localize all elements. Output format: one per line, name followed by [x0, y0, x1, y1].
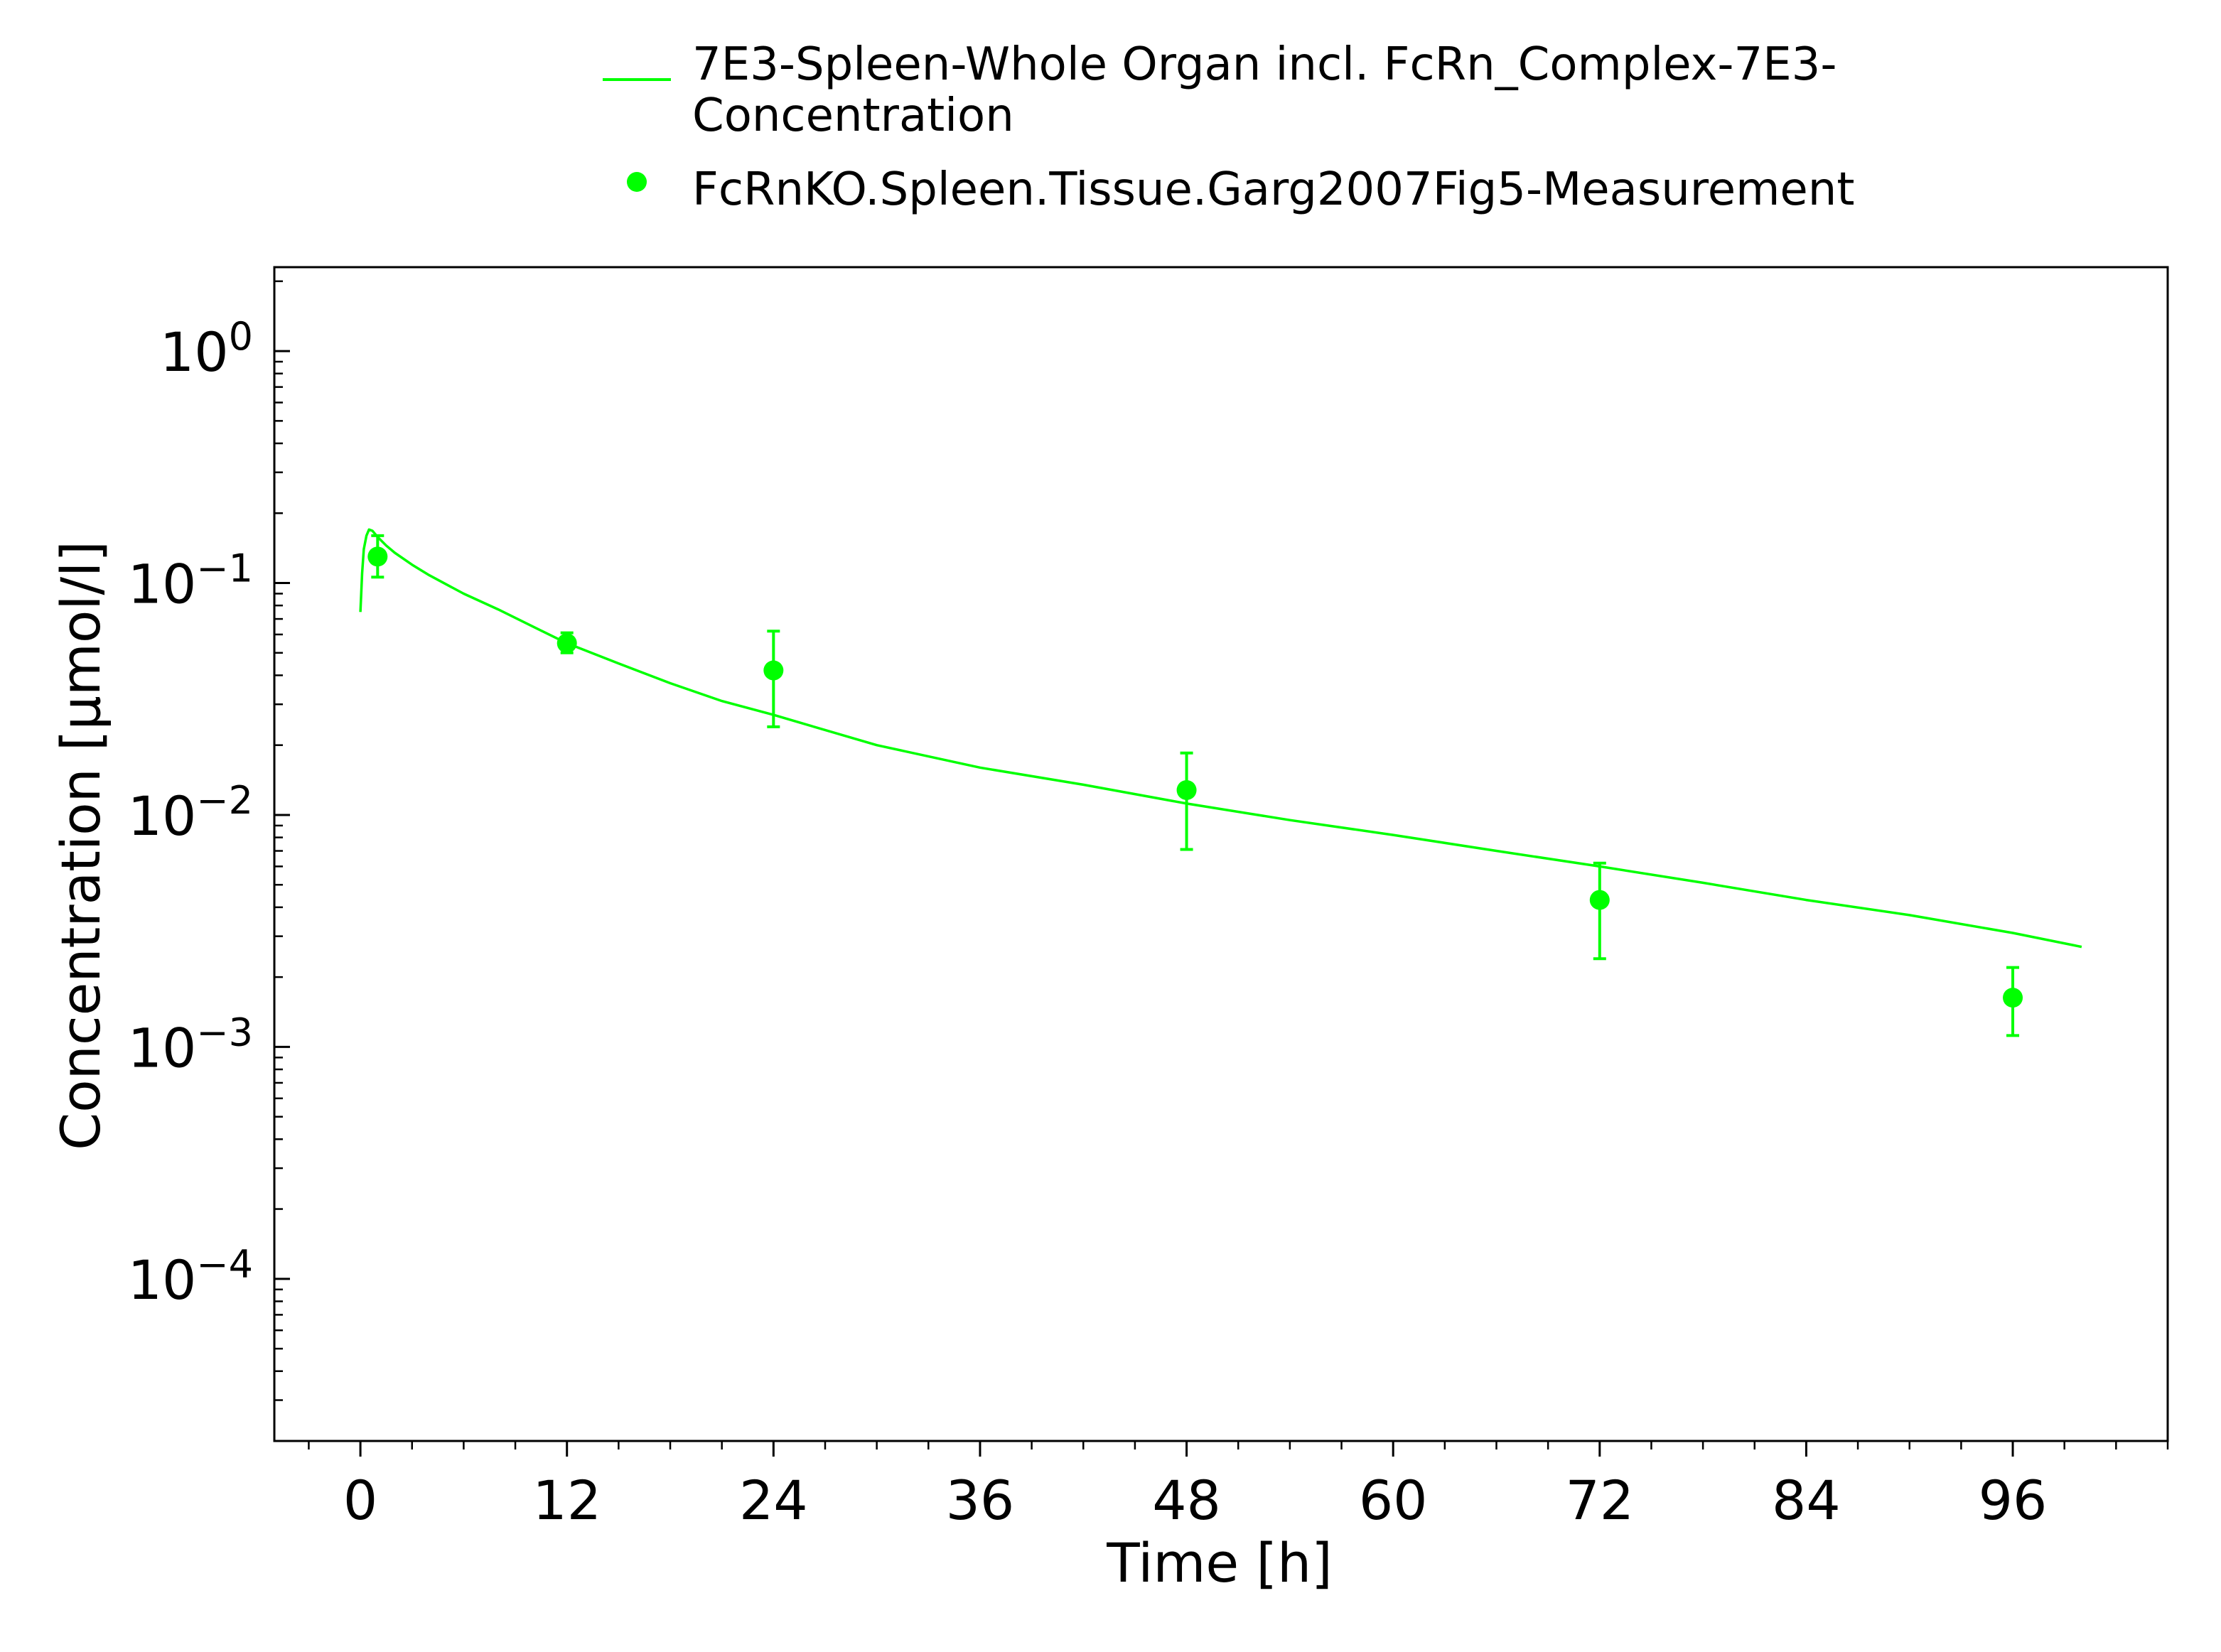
data-point	[1176, 779, 1197, 800]
plot-content	[359, 528, 2082, 1037]
data-point	[367, 546, 388, 567]
data-point	[1589, 890, 1610, 910]
x-tick-label: 72	[1565, 1469, 1634, 1532]
y-tick-label: 100	[160, 314, 253, 384]
x-tick-label: 24	[739, 1469, 808, 1532]
simulation-curve	[359, 528, 2082, 949]
x-tick-label: 48	[1152, 1469, 1221, 1532]
data-point	[763, 660, 784, 681]
x-tick-label: 60	[1359, 1469, 1428, 1532]
data-point	[556, 633, 577, 654]
data-point	[2003, 988, 2023, 1008]
y-tick-label: 10−1	[128, 546, 253, 616]
axes: 0 12 24 36 48 60 72 84 96 100 10−1 10−2 10−3 10−4	[128, 266, 2169, 1532]
x-tick-label: 84	[1772, 1469, 1841, 1532]
x-tick-label: 0	[343, 1469, 377, 1532]
y-tick-label: 10−2	[128, 778, 253, 848]
y-tick-label: 10−4	[128, 1242, 253, 1312]
x-tick-label: 36	[946, 1469, 1015, 1532]
x-axis-label: Time [h]	[1106, 1531, 1333, 1594]
y-axis-label: Concentration [µmol/l]	[49, 541, 112, 1150]
legend-line-label-1: 7E3-Spleen-Whole Organ incl. FcRn_Comple…	[692, 38, 1837, 91]
legend-marker-label: FcRnKO.Spleen.Tissue.Garg2007Fig5-Measur…	[692, 163, 1854, 216]
legend-line-label-2: Concentration	[692, 90, 1014, 142]
plot-frame	[273, 266, 2169, 1442]
y-tick-label: 10−3	[128, 1010, 253, 1079]
legend: 7E3-Spleen-Whole Organ incl. FcRn_Comple…	[603, 38, 1854, 216]
legend-marker-swatch	[627, 172, 647, 192]
x-tick-label: 12	[532, 1469, 601, 1532]
x-tick-label: 96	[1979, 1469, 2048, 1532]
